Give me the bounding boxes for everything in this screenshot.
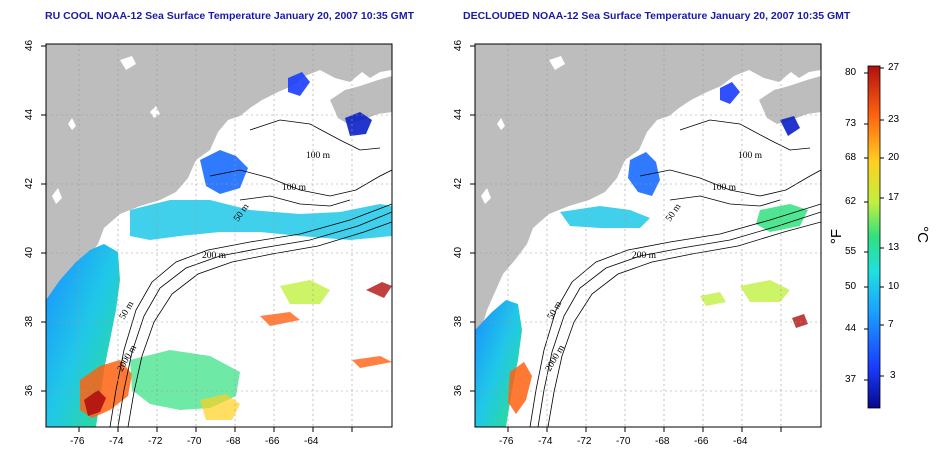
right-lon-tick: -72 — [577, 436, 592, 447]
left-lat-tick: 40 — [24, 246, 36, 259]
left-lake-2 — [68, 118, 76, 130]
right-lat-tick: 38 — [453, 315, 465, 328]
right-sst-offshore-1 — [740, 280, 790, 302]
right-axis-ticks — [470, 45, 782, 432]
right-map-title: DECLOUDED NOAA-12 Sea Surface Temperatur… — [463, 10, 851, 22]
left-lat-tick: 46 — [24, 39, 36, 52]
left-lat-tick: 42 — [24, 177, 36, 190]
colorbar — [867, 65, 881, 409]
left-lat-tick: 38 — [24, 315, 36, 328]
right-lon-tick: -68 — [655, 436, 670, 447]
left-contour-label-100b: 100 m — [282, 183, 307, 193]
right-lon-tick: -74 — [538, 436, 553, 447]
colorbar-c-tick: 7 — [888, 319, 894, 330]
colorbar-f-tick: 73 — [845, 118, 857, 129]
colorbar-f-tick: 68 — [845, 152, 857, 163]
colorbar-c-tick: 10 — [888, 281, 900, 292]
left-lon-tick: -74 — [109, 436, 124, 447]
left-map — [46, 44, 392, 427]
right-contours — [529, 119, 821, 427]
left-sst-north — [288, 72, 310, 96]
left-axis-ticks — [41, 45, 353, 432]
right-lon-tick: -64 — [733, 436, 748, 447]
colorbar-ticks — [864, 67, 884, 381]
colorbar-f-tick: 62 — [845, 196, 857, 207]
right-lat-tick: 42 — [453, 177, 465, 190]
colorbar-f-tick: 50 — [845, 281, 857, 292]
left-sst-gulf-maine — [200, 150, 248, 194]
left-sst-offshore-3 — [352, 356, 392, 368]
colorbar-c-tick: 3 — [890, 370, 896, 381]
right-sst-shelf — [560, 206, 650, 228]
left-lon-tick: -72 — [148, 436, 163, 447]
right-sst-north — [720, 82, 740, 104]
right-sst-ns — [780, 116, 800, 136]
left-sst-south-warm — [200, 394, 240, 420]
right-lon-tick: -70 — [616, 436, 631, 447]
left-nova-scotia — [330, 76, 392, 124]
colorbar-c-tick: 17 — [888, 192, 900, 203]
right-land — [475, 44, 821, 360]
right-sst-offshore-2 — [792, 314, 808, 328]
right-sst-gulfstream — [508, 362, 532, 414]
left-lake-3 — [52, 188, 62, 204]
left-lon-tick: -68 — [226, 436, 241, 447]
colorbar-f-tick: 44 — [845, 323, 857, 334]
right-lat-tick: 40 — [453, 246, 465, 259]
left-lon-tick: -66 — [265, 436, 280, 447]
left-lon-tick: -76 — [70, 436, 85, 447]
right-lake-3 — [481, 188, 491, 204]
right-nova-scotia — [759, 76, 821, 124]
colorbar-c-tick: 23 — [888, 114, 900, 125]
left-sst-offshore-2 — [260, 312, 300, 326]
left-lake-1 — [120, 56, 136, 70]
left-lat-tick: 44 — [24, 108, 36, 121]
colorbar-c-tick: 13 — [888, 242, 900, 253]
right-lake-1 — [549, 56, 565, 70]
colorbar-c-tick: 27 — [888, 62, 900, 73]
right-sst-east — [756, 204, 808, 232]
right-lat-tick: 46 — [453, 39, 465, 52]
right-sst-offshore-3 — [700, 292, 726, 306]
left-lon-tick: -64 — [304, 436, 319, 447]
right-contour-label-200: 200 m — [632, 251, 657, 261]
right-map — [475, 44, 821, 427]
right-contour-label-100b: 100 m — [712, 183, 737, 193]
left-sst-offshore-1 — [280, 280, 330, 304]
right-contour-label-100a: 100 m — [738, 151, 763, 161]
colorbar-celsius-label: °C — [913, 226, 931, 243]
left-sst-shelf — [130, 200, 392, 240]
left-sst-gulfstream-core — [84, 390, 106, 416]
right-lat-tick: 36 — [453, 384, 465, 397]
colorbar-fahrenheit-label: °F — [828, 228, 846, 245]
left-sst-offshore-4 — [366, 282, 392, 298]
right-gridlines — [475, 44, 821, 427]
colorbar-f-tick: 55 — [845, 246, 857, 257]
left-land — [46, 44, 392, 360]
colorbar-c-tick: 20 — [888, 152, 900, 163]
left-sst-south — [130, 350, 240, 410]
right-lat-tick: 44 — [453, 108, 465, 121]
right-lon-tick: -76 — [499, 436, 514, 447]
colorbar-f-tick: 37 — [845, 374, 857, 385]
right-lon-tick: -66 — [694, 436, 709, 447]
left-contour-label-200: 200 m — [202, 251, 227, 261]
left-lon-tick: -70 — [187, 436, 202, 447]
left-map-title: RU COOL NOAA-12 Sea Surface Temperature … — [45, 10, 415, 22]
left-contours — [109, 119, 392, 427]
right-lake-2 — [497, 118, 505, 130]
left-lat-tick: 36 — [24, 384, 36, 397]
left-map-frame — [45, 43, 393, 428]
colorbar-f-tick: 80 — [845, 67, 857, 78]
right-sst-gulf-maine — [628, 152, 660, 196]
left-gridlines — [46, 44, 392, 427]
right-map-frame — [474, 43, 822, 428]
left-contour-label-100a: 100 m — [306, 151, 331, 161]
